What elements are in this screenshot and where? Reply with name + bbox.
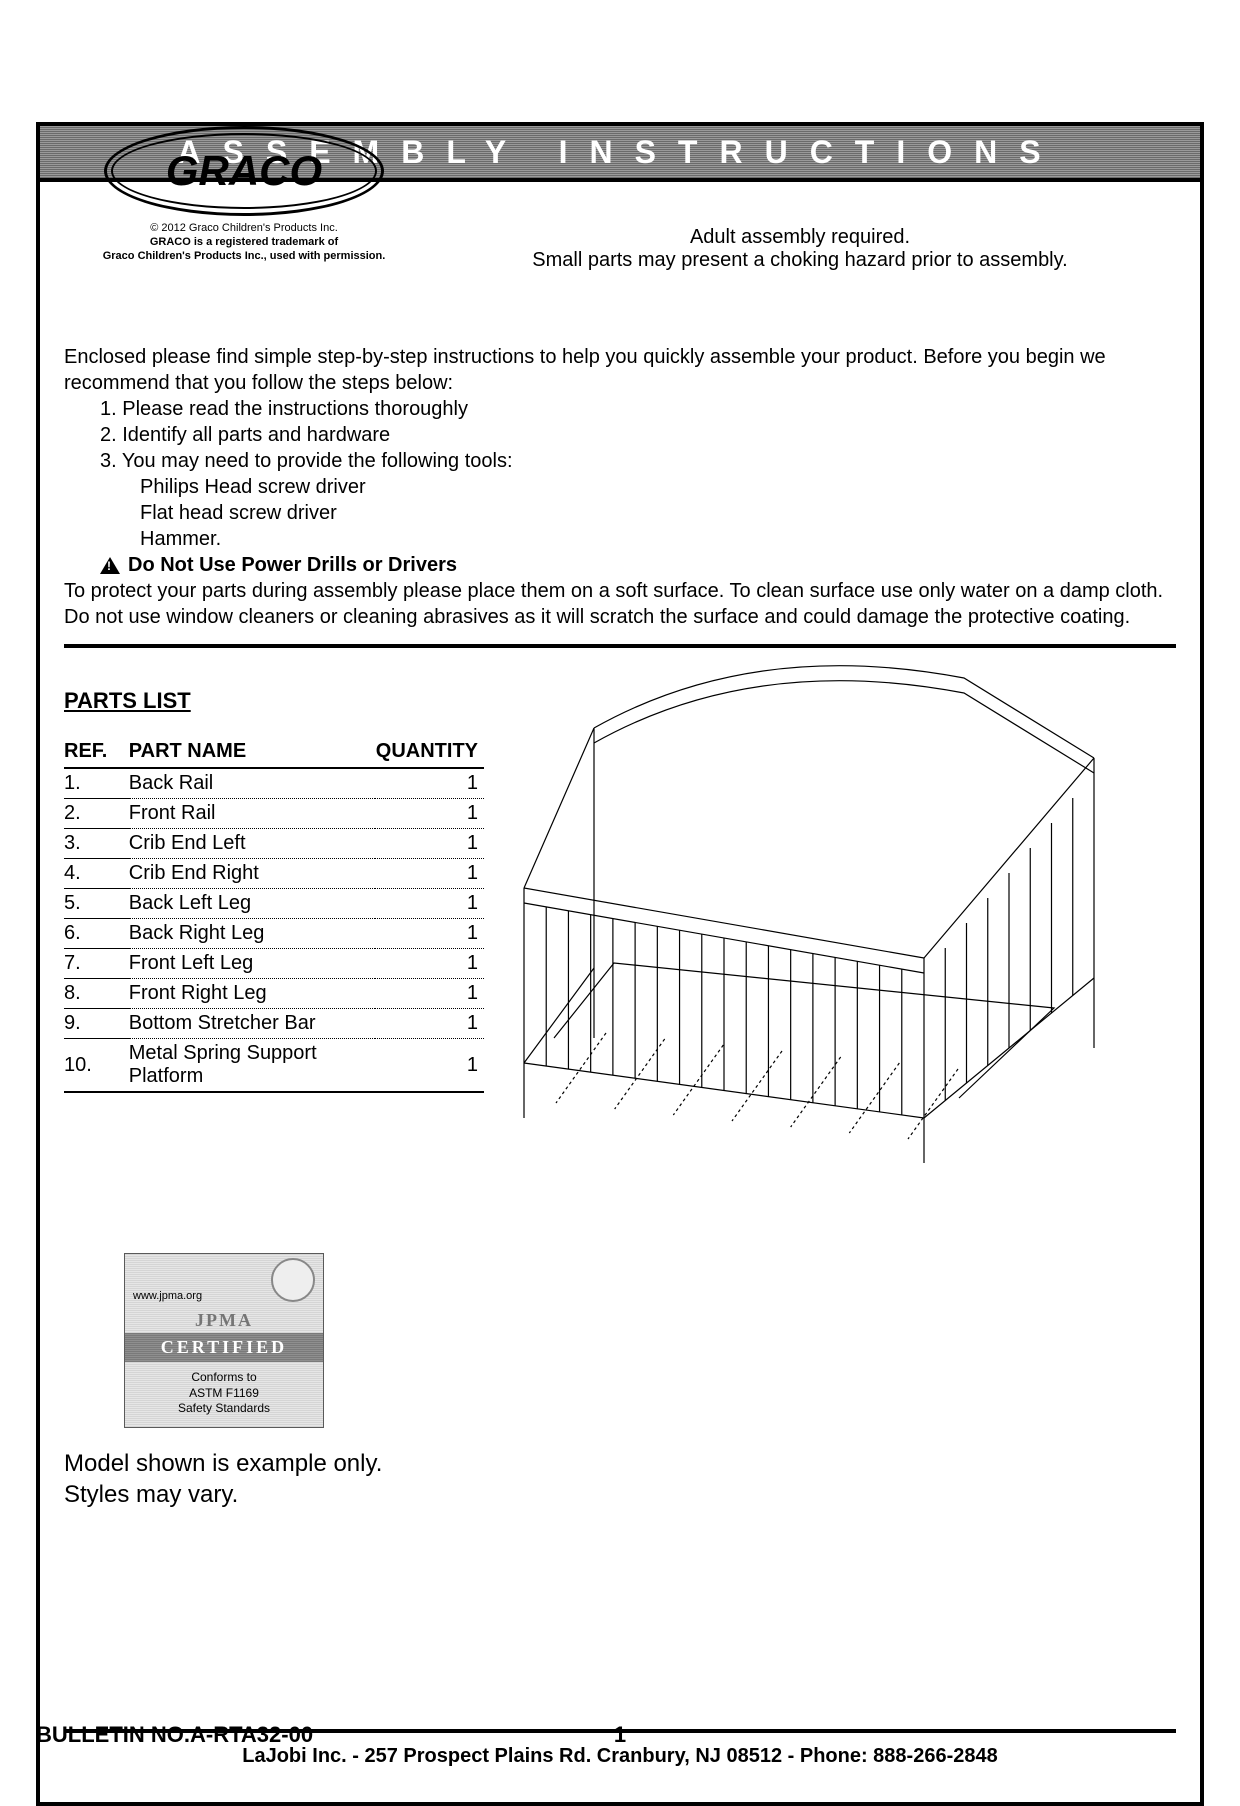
logo-copyright: © 2012 Graco Children's Products Inc.: [64, 222, 424, 236]
graco-logo: GRACO: [104, 126, 384, 216]
table-row: 3.Crib End Left1: [64, 829, 484, 859]
cell-name: Crib End Right: [129, 859, 375, 889]
warning-text: Do Not Use Power Drills or Drivers: [128, 552, 457, 578]
cell-ref: 8.: [64, 979, 129, 1009]
page-number: 1: [0, 1722, 1240, 1748]
cert-top: www.jpma.org: [125, 1254, 323, 1308]
logo-trademark-line3: Graco Children's Products Inc., used wit…: [64, 250, 424, 264]
cert-conforms: Conforms to ASTM F1169 Safety Standards: [125, 1362, 323, 1427]
cell-qty: 1: [375, 859, 484, 889]
cell-qty: 1: [375, 768, 484, 799]
intro-tool: Flat head screw driver: [64, 500, 1176, 526]
cell-name: Back Rail: [129, 768, 375, 799]
subtitle-2: Small parts may present a choking hazard…: [424, 249, 1176, 272]
table-row: 2.Front Rail1: [64, 799, 484, 829]
col-ref: REF.: [64, 738, 129, 768]
cell-ref: 3.: [64, 829, 129, 859]
mid-row: PARTS LIST REF. PART NAME QUANTITY 1.Bac…: [64, 648, 1176, 1428]
parts-table: REF. PART NAME QUANTITY 1.Back Rail12.Fr…: [64, 738, 484, 1093]
table-row: 6.Back Right Leg1: [64, 919, 484, 949]
cell-name: Bottom Stretcher Bar: [129, 1009, 375, 1039]
cert-conforms-2: ASTM F1169: [129, 1386, 319, 1402]
cell-qty: 1: [375, 949, 484, 979]
warning-icon: [100, 557, 120, 574]
table-row: 4.Crib End Right1: [64, 859, 484, 889]
cell-qty: 1: [375, 1039, 484, 1093]
cell-ref: 7.: [64, 949, 129, 979]
parts-section: PARTS LIST REF. PART NAME QUANTITY 1.Bac…: [64, 688, 484, 1093]
table-row: 8.Front Right Leg1: [64, 979, 484, 1009]
intro-step: 3. You may need to provide the following…: [64, 448, 1176, 474]
parts-header-row: REF. PART NAME QUANTITY: [64, 738, 484, 768]
cell-qty: 1: [375, 979, 484, 1009]
table-row: 1.Back Rail1: [64, 768, 484, 799]
left-column: PARTS LIST REF. PART NAME QUANTITY 1.Bac…: [64, 648, 484, 1428]
intro-section: Enclosed please find simple step-by-step…: [64, 344, 1176, 648]
warning-row: Do Not Use Power Drills or Drivers: [64, 552, 1176, 578]
cell-name: Front Rail: [129, 799, 375, 829]
col-qty: QUANTITY: [375, 738, 484, 768]
cell-ref: 9.: [64, 1009, 129, 1039]
intro-tool: Philips Head screw driver: [64, 474, 1176, 500]
cell-name: Back Right Leg: [129, 919, 375, 949]
cell-qty: 1: [375, 919, 484, 949]
intro-tool: Hammer.: [64, 526, 1176, 552]
logo-trademark-line2: GRACO is a registered trademark of: [64, 236, 424, 250]
cell-name: Front Right Leg: [129, 979, 375, 1009]
cell-qty: 1: [375, 889, 484, 919]
cell-ref: 1.: [64, 768, 129, 799]
col-name: PART NAME: [129, 738, 375, 768]
cell-ref: 2.: [64, 799, 129, 829]
cell-name: Metal Spring Support Platform: [129, 1039, 375, 1093]
parts-list-title: PARTS LIST: [64, 688, 484, 714]
right-column: [484, 648, 1176, 1173]
intro-step: 1. Please read the instructions thorough…: [64, 396, 1176, 422]
logo-text: GRACO: [166, 147, 322, 195]
model-note: Model shown is example only. Styles may …: [64, 1448, 1176, 1510]
intro-step: 2. Identify all parts and hardware: [64, 422, 1176, 448]
subtitle-1: Adult assembly required.: [424, 226, 1176, 249]
cell-ref: 6.: [64, 919, 129, 949]
cell-ref: 10.: [64, 1039, 129, 1093]
logo-legal: © 2012 Graco Children's Products Inc. GR…: [64, 222, 424, 263]
cert-seal-icon: [271, 1258, 315, 1302]
cell-name: Crib End Left: [129, 829, 375, 859]
table-row: 9.Bottom Stretcher Bar1: [64, 1009, 484, 1039]
footer-company: LaJobi Inc. - 257 Prospect Plains Rd. Cr…: [242, 1745, 997, 1767]
cert-org: JPMA: [125, 1308, 323, 1333]
cert-url: www.jpma.org: [133, 1290, 202, 1302]
table-row: 10.Metal Spring Support Platform1: [64, 1039, 484, 1093]
intro-paragraph: Enclosed please find simple step-by-step…: [64, 344, 1176, 396]
model-note-1: Model shown is example only.: [64, 1448, 1176, 1479]
page: ASSEMBLY INSTRUCTIONS GRACO © 2012 Graco…: [0, 0, 1240, 1754]
cert-conforms-1: Conforms to: [129, 1370, 319, 1386]
document-frame: ASSEMBLY INSTRUCTIONS GRACO © 2012 Graco…: [36, 126, 1204, 1806]
cell-qty: 1: [375, 799, 484, 829]
model-note-2: Styles may vary.: [64, 1479, 1176, 1510]
cell-name: Front Left Leg: [129, 949, 375, 979]
cell-ref: 4.: [64, 859, 129, 889]
crib-illustration: [494, 608, 1134, 1168]
cell-name: Back Left Leg: [129, 889, 375, 919]
cert-certified: CERTIFIED: [125, 1333, 323, 1362]
table-row: 5.Back Left Leg1: [64, 889, 484, 919]
cert-conforms-3: Safety Standards: [129, 1401, 319, 1417]
cell-qty: 1: [375, 829, 484, 859]
cell-ref: 5.: [64, 889, 129, 919]
jpma-certification-badge: www.jpma.org JPMA CERTIFIED Conforms to …: [124, 1253, 324, 1428]
cell-qty: 1: [375, 1009, 484, 1039]
table-row: 7.Front Left Leg1: [64, 949, 484, 979]
